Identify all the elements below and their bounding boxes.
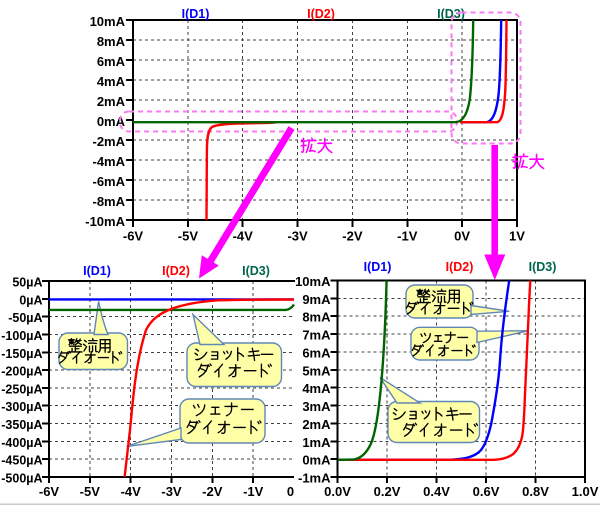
svg-text:-4mA: -4mA (92, 154, 125, 169)
svg-text:-4V: -4V (121, 484, 142, 499)
svg-text:0.0V: 0.0V (324, 484, 351, 499)
svg-text:0: 0 (287, 484, 294, 499)
svg-text:I(D3): I(D3) (529, 260, 557, 274)
svg-text:I(D1): I(D1) (182, 7, 210, 21)
svg-text:0.2V: 0.2V (374, 484, 401, 499)
svg-text:-1V: -1V (397, 229, 418, 244)
svg-text:10mA: 10mA (90, 14, 126, 29)
svg-text:10mA: 10mA (295, 274, 331, 289)
svg-text:8mA: 8mA (97, 34, 126, 49)
svg-text:-5V: -5V (80, 484, 101, 499)
svg-text:2mA: 2mA (97, 94, 126, 109)
svg-text:-2V: -2V (342, 229, 363, 244)
svg-text:4mA: 4mA (302, 381, 331, 396)
svg-text:-4V: -4V (233, 229, 254, 244)
svg-text:0.8V: 0.8V (522, 484, 549, 499)
svg-text:5mA: 5mA (302, 363, 331, 378)
svg-text:-350µA: -350µA (1, 418, 42, 432)
svg-text:4mA: 4mA (97, 74, 126, 89)
svg-text:-100µA: -100µA (1, 329, 42, 343)
svg-text:2mA: 2mA (302, 417, 331, 432)
svg-text:-6V: -6V (123, 229, 144, 244)
svg-text:-6mA: -6mA (92, 174, 125, 189)
svg-text:1V: 1V (509, 229, 525, 244)
svg-text:1mA: 1mA (302, 435, 331, 450)
svg-text:0.4V: 0.4V (423, 484, 450, 499)
svg-text:0.6V: 0.6V (473, 484, 500, 499)
svg-text:-250µA: -250µA (1, 382, 42, 396)
svg-text:-50µA: -50µA (8, 311, 42, 325)
svg-text:-500µA: -500µA (1, 472, 42, 486)
svg-text:-1V: -1V (243, 484, 264, 499)
svg-text:-6V: -6V (39, 484, 60, 499)
svg-text:I(D2): I(D2) (446, 260, 474, 274)
svg-text:-2V: -2V (202, 484, 223, 499)
svg-text:8mA: 8mA (302, 310, 331, 325)
svg-text:I(D3): I(D3) (242, 264, 270, 278)
svg-text:0mA: 0mA (302, 453, 331, 468)
svg-text:-200µA: -200µA (1, 365, 42, 379)
svg-text:I(D1): I(D1) (83, 264, 111, 278)
svg-text:3mA: 3mA (302, 399, 331, 414)
svg-text:7mA: 7mA (302, 328, 331, 343)
svg-text:-300µA: -300µA (1, 400, 42, 414)
svg-text:-8mA: -8mA (92, 194, 125, 209)
svg-text:0mA: 0mA (97, 114, 126, 129)
svg-text:-450µA: -450µA (1, 454, 42, 468)
svg-text:0µA: 0µA (19, 293, 42, 307)
svg-text:I(D2): I(D2) (307, 7, 335, 21)
svg-text:-2mA: -2mA (92, 134, 125, 149)
svg-text:0V: 0V (454, 229, 470, 244)
svg-text:-150µA: -150µA (1, 347, 42, 361)
svg-text:6mA: 6mA (97, 54, 126, 69)
svg-text:-3V: -3V (161, 484, 182, 499)
svg-text:I(D3): I(D3) (437, 7, 465, 21)
svg-text:I(D1): I(D1) (364, 260, 392, 274)
svg-text:6mA: 6mA (302, 346, 331, 361)
svg-text:-400µA: -400µA (1, 436, 42, 450)
svg-text:I(D2): I(D2) (162, 264, 190, 278)
svg-text:-5V: -5V (178, 229, 199, 244)
svg-text:1.0V: 1.0V (572, 484, 599, 499)
svg-text:-10mA: -10mA (85, 214, 125, 229)
svg-text:50µA: 50µA (12, 276, 42, 290)
svg-text:-3V: -3V (287, 229, 308, 244)
svg-text:-1mA: -1mA (298, 471, 331, 486)
svg-text:9mA: 9mA (302, 292, 331, 307)
